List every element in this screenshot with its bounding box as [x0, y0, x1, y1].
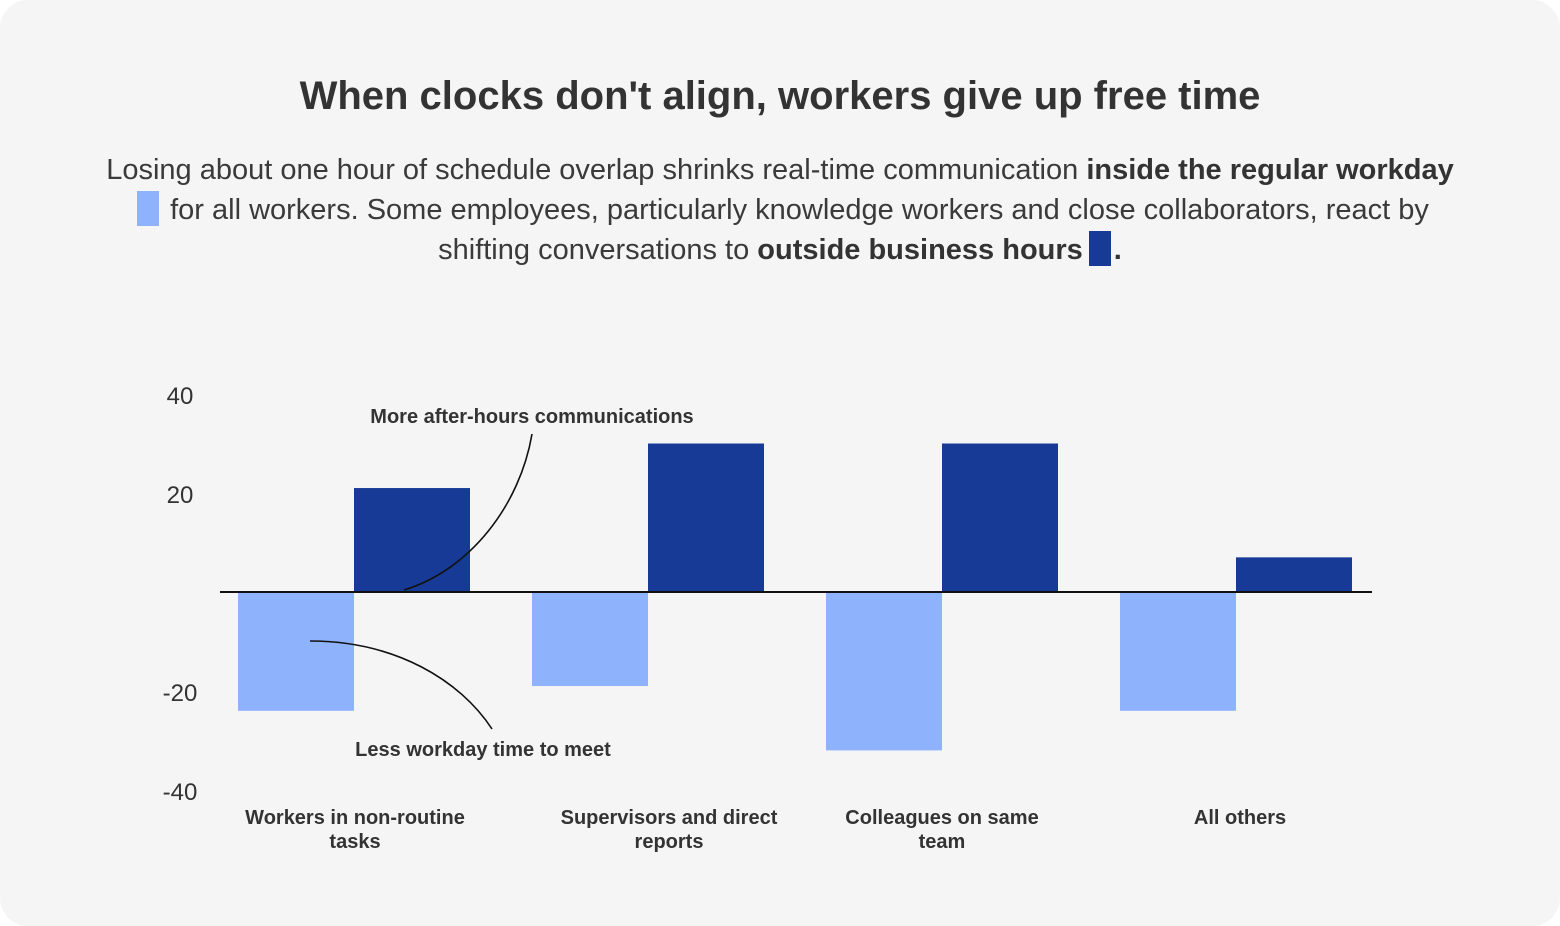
subtitle-text-1: Losing about one hour of schedule overla… [106, 154, 1087, 186]
y-tick-label: -20 [163, 680, 198, 707]
subtitle-text-2: for all workers. Some employees, particu… [162, 194, 1429, 266]
after-hours-annotation: More after-hours communications [370, 406, 693, 428]
category-label-3: Colleagues on same [845, 807, 1038, 829]
workday-bar-3 [826, 592, 942, 751]
after-hours-bar-3 [942, 443, 1058, 592]
bars-group [238, 443, 1352, 751]
after-hours-annotation-connector [403, 433, 533, 591]
category-label-3: team [919, 831, 966, 853]
subtitle-period: . [1113, 234, 1122, 266]
workday-annotation: Less workday time to meet [355, 739, 611, 761]
after-hours-bar-1 [354, 488, 470, 592]
workday-bar-1 [238, 592, 354, 711]
after-hours-bar-2 [648, 443, 764, 592]
category-label-2: Supervisors and direct [561, 807, 778, 829]
y-tick-label: -40 [163, 779, 198, 806]
y-axis: 40 20 -20 -40 [163, 383, 198, 806]
category-label-1: Workers in non-routine [245, 807, 465, 829]
after-hours-legend-swatch [1088, 231, 1111, 266]
chart-subtitle: Losing about one hour of schedule overla… [100, 150, 1460, 270]
subtitle-bold-after-hours: outside business hours [757, 234, 1083, 266]
workday-legend-swatch [137, 191, 160, 226]
category-label-1: tasks [329, 831, 380, 853]
subtitle-bold-workday: inside the regular workday [1086, 154, 1454, 186]
after-hours-bar-4 [1236, 557, 1352, 592]
workday-annotation-connector [309, 640, 493, 730]
chart-title: When clocks don't align, workers give up… [299, 74, 1261, 118]
workday-bar-2 [532, 592, 648, 687]
category-label-2: reports [635, 831, 704, 853]
category-label-4: All others [1194, 807, 1286, 829]
y-tick-label: 20 [167, 482, 194, 509]
y-tick-label: 40 [167, 383, 194, 410]
workday-bar-4 [1120, 592, 1236, 711]
